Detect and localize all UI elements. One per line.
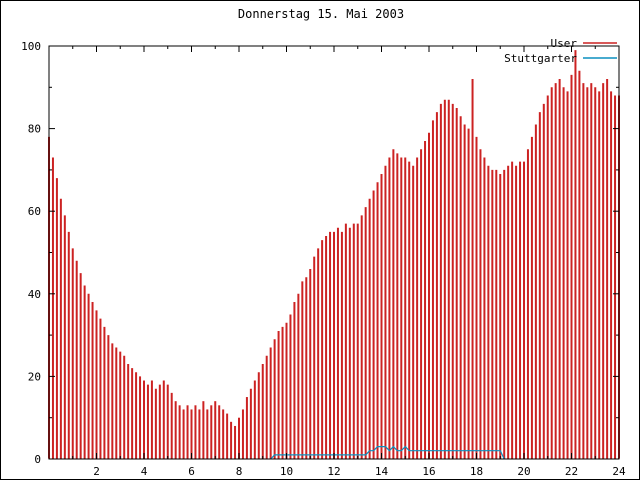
y-tick-label: 60 [28, 205, 41, 218]
x-tick-label: 24 [612, 465, 626, 478]
y-tick-label: 20 [28, 370, 41, 383]
y-tick-label: 100 [21, 40, 41, 53]
stuttgarter-line [270, 445, 505, 460]
x-tick-label: 4 [141, 465, 148, 478]
x-tick-label: 18 [470, 465, 483, 478]
x-tick-label: 16 [422, 465, 435, 478]
chart-title: Donnerstag 15. Mai 2003 [238, 7, 404, 21]
x-tick-label: 20 [517, 465, 530, 478]
y-tick-label: 0 [34, 453, 41, 466]
x-tick-label: 8 [236, 465, 243, 478]
x-tick-label: 22 [565, 465, 578, 478]
legend-stuttgarter-label: Stuttgarter [504, 52, 577, 65]
x-tick-label: 10 [280, 465, 293, 478]
chart-data-layer [48, 50, 620, 460]
x-tick-label: 14 [375, 465, 389, 478]
x-tick-label: 2 [93, 465, 100, 478]
x-tick-label: 6 [188, 465, 195, 478]
chart-legend: User Stuttgarter [504, 37, 617, 65]
x-tick-label: 12 [327, 465, 340, 478]
legend-user-label: User [551, 37, 578, 50]
y-tick-label: 40 [28, 288, 41, 301]
y-tick-label: 80 [28, 123, 41, 136]
